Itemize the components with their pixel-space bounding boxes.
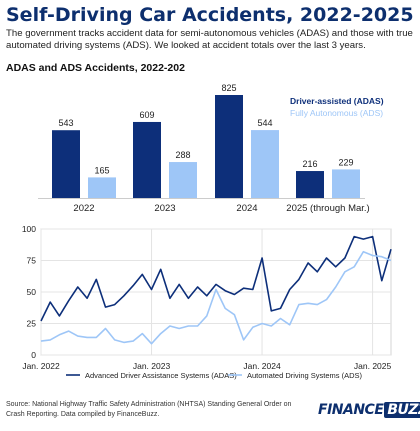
page-title: Self-Driving Car Accidents, 2022-2025: [6, 4, 414, 26]
legend-label-adas: Advanced Driver Assistance Systems (ADAS…: [85, 371, 237, 380]
bar-chart: 543 165 2022 609 288 2023 825 544 2024 216 229 2025…: [38, 83, 384, 214]
bar-adas-2: [215, 95, 243, 198]
bar-value-label: 165: [94, 165, 109, 175]
series-line-ads: [40, 250, 392, 345]
bar-adas-1: [133, 121, 161, 198]
bar-ads-0: [88, 177, 116, 198]
x-tick-label: Jan. 2022: [22, 361, 60, 371]
bar-adas-3: [296, 171, 324, 198]
bar-value-label: 543: [58, 118, 73, 128]
bar-category-label: 2022: [73, 203, 94, 214]
bar-category-label: 2023: [154, 203, 175, 214]
bar-chart-title: ADAS and ADS Accidents, 2022-202: [6, 62, 185, 74]
y-tick-label: 0: [31, 350, 36, 360]
bar-value-label: 609: [139, 110, 154, 120]
financebuzz-logo: FINANCEBUZZ: [318, 402, 420, 418]
bar-value-label: 544: [257, 118, 272, 128]
bar-ads-3: [332, 169, 360, 198]
bar-value-label: 229: [338, 157, 353, 167]
bar-ads-1: [169, 162, 197, 198]
bar-adas-0: [52, 130, 80, 198]
x-tick-label: Jan. 2023: [133, 361, 171, 371]
x-tick-label: Jan. 2024: [243, 361, 281, 371]
bar-value-label: 216: [302, 159, 317, 169]
series-line-adas: [40, 235, 392, 322]
bar-category-label: 2025 (through Mar.): [286, 203, 369, 214]
bar-ads-2: [251, 130, 279, 198]
brand-buzz: BUZZ: [384, 402, 420, 418]
legend-ads: Fully Autonomous (ADS): [290, 108, 383, 118]
bar-value-label: 825: [221, 83, 236, 93]
bar-value-label: 288: [175, 150, 190, 160]
bar-category-label: 2024: [236, 203, 257, 214]
y-tick-label: 75: [27, 256, 37, 266]
source-note: Source: National Highway Traffic Safety …: [6, 401, 292, 418]
legend-adas: Driver-assisted (ADAS): [290, 96, 384, 106]
line-chart: 0 25 50 75 100 Jan. 2022 Jan. 2023 Jan. 2024 Jan…: [22, 224, 392, 380]
page-subtitle: The government tracks accident data for …: [6, 28, 413, 51]
y-tick-label: 50: [27, 287, 37, 297]
y-tick-label: 100: [22, 224, 36, 234]
brand-finance: FINANCE: [318, 402, 384, 418]
legend-label-ads: Automated Driving Systems (ADS): [247, 371, 363, 380]
x-tick-label: Jan. 2025: [354, 361, 392, 371]
y-tick-label: 25: [27, 319, 37, 329]
